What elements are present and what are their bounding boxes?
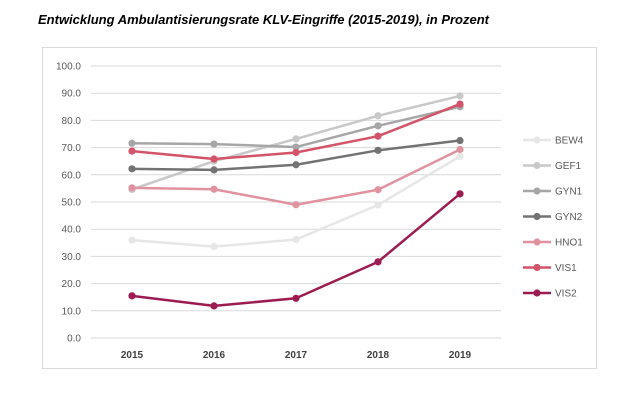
legend-label-bew4: BEW4 (555, 136, 584, 147)
y-tick-label: 60.0 (62, 170, 82, 181)
data-point-hno1 (374, 186, 382, 194)
data-point-vis1 (374, 132, 382, 140)
data-point-vis1 (128, 147, 136, 155)
data-point-bew4 (456, 152, 464, 160)
line-chart: 0.0 10.0 20.0 30.0 40.0 50.0 60.0 70.0 80.0 90.0 1… (56, 62, 584, 362)
data-point-vis1 (210, 155, 218, 163)
y-tick-label: 70.0 (62, 143, 82, 154)
data-point-gyn1 (210, 140, 218, 148)
data-point-gyn1 (374, 122, 382, 130)
data-point-gef1 (374, 112, 382, 120)
series-line-vis2 (130, 192, 462, 308)
x-tick-label: 2018 (367, 350, 390, 361)
data-point-gyn2 (210, 166, 218, 174)
legend-marker-gef1 (533, 161, 541, 170)
data-point-vis2 (128, 292, 136, 300)
y-tick-label: 40.0 (62, 225, 82, 236)
legend-marker-gyn2 (533, 212, 541, 221)
x-tick-label: 2017 (285, 350, 308, 361)
legend-marker-vis2 (533, 289, 541, 297)
chart-title: Entwicklung Ambulantisierungsrate KLV-Ei… (38, 12, 490, 27)
legend-marker-vis1 (533, 263, 541, 272)
data-point-vis2 (456, 190, 464, 198)
y-tick-label: 20.0 (62, 279, 82, 290)
legend-label-gyn1: GYN1 (555, 187, 583, 198)
data-point-hno1 (456, 145, 464, 154)
data-point-bew4 (292, 235, 300, 244)
legend-marker-hno1 (533, 238, 541, 246)
data-point-gyn2 (456, 136, 464, 145)
series-line-hno1 (130, 148, 462, 206)
data-point-gyn1 (292, 143, 300, 151)
data-point-hno1 (128, 184, 136, 192)
chart-area: 0.0 10.0 20.0 30.0 40.0 50.0 60.0 70.0 80.0 90.0 1… (42, 47, 597, 369)
data-point-vis2 (374, 258, 382, 266)
x-tick-label: 2016 (203, 350, 226, 361)
legend-marker-gyn1 (533, 187, 541, 195)
legend-label-vis1: VIS1 (555, 263, 577, 274)
data-point-hno1 (292, 201, 300, 209)
legend-label-gef1: GEF1 (555, 161, 582, 172)
data-point-gyn2 (292, 161, 300, 169)
data-point-vis1 (292, 148, 300, 157)
data-point-vis2 (292, 294, 300, 302)
data-point-gyn2 (128, 165, 136, 173)
data-point-bew4 (210, 243, 218, 251)
legend-label-gyn2: GYN2 (555, 212, 583, 223)
legend-label-vis2: VIS2 (555, 289, 577, 300)
data-point-gyn1 (128, 139, 136, 147)
data-point-gyn2 (374, 146, 382, 154)
y-tick-label: 80.0 (62, 116, 82, 127)
data-point-bew4 (128, 236, 136, 244)
data-point-bew4 (374, 201, 382, 209)
y-tick-label: 0.0 (67, 334, 81, 345)
x-tick-label: 2015 (121, 350, 144, 361)
data-point-vis2 (210, 302, 218, 310)
y-tick-label: 100.0 (56, 62, 81, 73)
y-tick-label: 90.0 (62, 89, 82, 100)
legend-marker-bew4 (533, 136, 541, 144)
y-tick-label: 10.0 (62, 306, 82, 317)
data-point-vis1 (456, 100, 464, 108)
legend-label-hno1: HNO1 (555, 238, 583, 249)
y-tick-label: 30.0 (62, 252, 82, 263)
data-point-gef1 (456, 92, 464, 100)
y-tick-label: 50.0 (62, 198, 82, 209)
data-point-gef1 (292, 135, 300, 143)
data-point-hno1 (210, 185, 218, 193)
x-tick-label: 2019 (449, 350, 472, 361)
